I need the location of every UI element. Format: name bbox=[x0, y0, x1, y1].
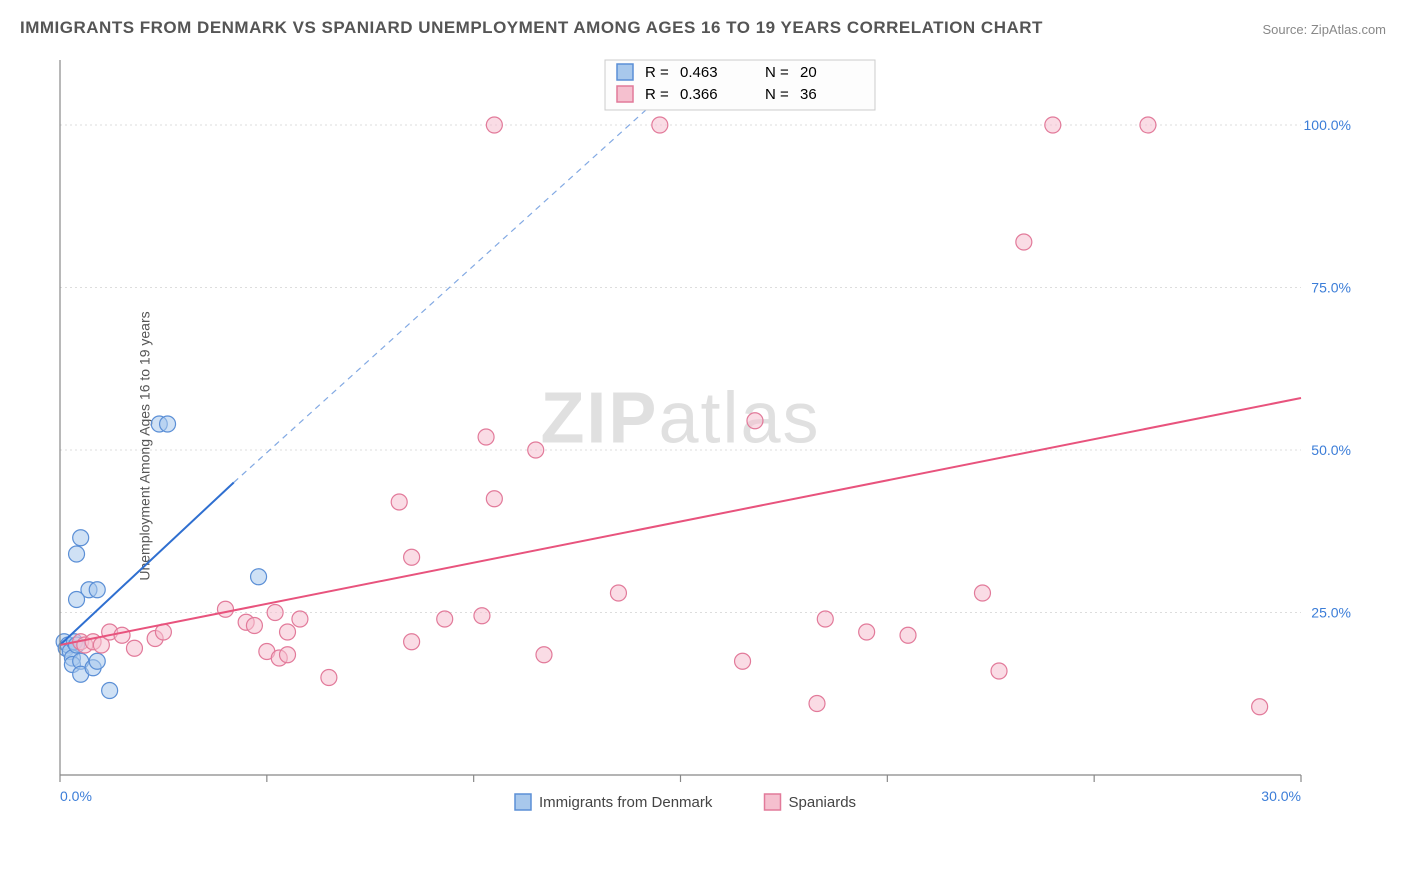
y-tick-label: 100.0% bbox=[1304, 117, 1351, 133]
data-point bbox=[859, 624, 875, 640]
data-point bbox=[217, 601, 233, 617]
data-point bbox=[69, 592, 85, 608]
data-point bbox=[1016, 234, 1032, 250]
y-tick-label: 50.0% bbox=[1311, 442, 1351, 458]
data-point bbox=[73, 530, 89, 546]
data-point bbox=[391, 494, 407, 510]
data-point bbox=[809, 696, 825, 712]
data-point bbox=[486, 117, 502, 133]
data-point bbox=[126, 640, 142, 656]
data-point bbox=[486, 491, 502, 507]
data-point bbox=[321, 670, 337, 686]
watermark: ZIPatlas bbox=[540, 379, 820, 459]
legend-n-value: 36 bbox=[800, 86, 817, 103]
legend-n-label: N = bbox=[765, 86, 789, 103]
legend-label: Spaniards bbox=[789, 794, 857, 811]
data-point bbox=[1140, 117, 1156, 133]
legend-r-value: 0.463 bbox=[680, 64, 718, 81]
data-point bbox=[404, 549, 420, 565]
legend-label: Immigrants from Denmark bbox=[539, 794, 713, 811]
data-point bbox=[251, 569, 267, 585]
data-point bbox=[246, 618, 262, 634]
data-point bbox=[160, 416, 176, 432]
data-point bbox=[280, 647, 296, 663]
data-point bbox=[536, 647, 552, 663]
data-point bbox=[900, 627, 916, 643]
trend-line bbox=[60, 483, 234, 646]
legend-swatch bbox=[617, 64, 633, 80]
data-point bbox=[817, 611, 833, 627]
data-point bbox=[528, 442, 544, 458]
data-point bbox=[974, 585, 990, 601]
data-point bbox=[1252, 699, 1268, 715]
y-tick-label: 25.0% bbox=[1311, 605, 1351, 621]
chart-title: IMMIGRANTS FROM DENMARK VS SPANIARD UNEM… bbox=[20, 18, 1043, 38]
data-point bbox=[474, 608, 490, 624]
x-tick-label: 0.0% bbox=[60, 788, 92, 804]
legend-swatch bbox=[617, 86, 633, 102]
data-point bbox=[1045, 117, 1061, 133]
data-point bbox=[478, 429, 494, 445]
data-point bbox=[102, 683, 118, 699]
data-point bbox=[437, 611, 453, 627]
legend-r-label: R = bbox=[645, 64, 669, 81]
data-point bbox=[267, 605, 283, 621]
source-attribution: Source: ZipAtlas.com bbox=[1262, 22, 1386, 37]
legend-r-value: 0.366 bbox=[680, 86, 718, 103]
data-point bbox=[747, 413, 763, 429]
data-point bbox=[280, 624, 296, 640]
legend-n-label: N = bbox=[765, 64, 789, 81]
data-point bbox=[89, 653, 105, 669]
legend-r-label: R = bbox=[645, 86, 669, 103]
legend-n-value: 20 bbox=[800, 64, 817, 81]
data-point bbox=[610, 585, 626, 601]
data-point bbox=[89, 582, 105, 598]
data-point bbox=[114, 627, 130, 643]
x-tick-label: 30.0% bbox=[1261, 788, 1301, 804]
data-point bbox=[735, 653, 751, 669]
data-point bbox=[991, 663, 1007, 679]
data-point bbox=[292, 611, 308, 627]
scatter-chart: ZIPatlas 0.0% 30.0% 25.0% 50.0% 75.0% 100.0% R … bbox=[55, 55, 1361, 825]
y-tick-label: 75.0% bbox=[1311, 280, 1351, 296]
legend-swatch bbox=[515, 794, 531, 810]
legend-swatch bbox=[765, 794, 781, 810]
data-point bbox=[404, 634, 420, 650]
data-point bbox=[69, 546, 85, 562]
data-point bbox=[652, 117, 668, 133]
